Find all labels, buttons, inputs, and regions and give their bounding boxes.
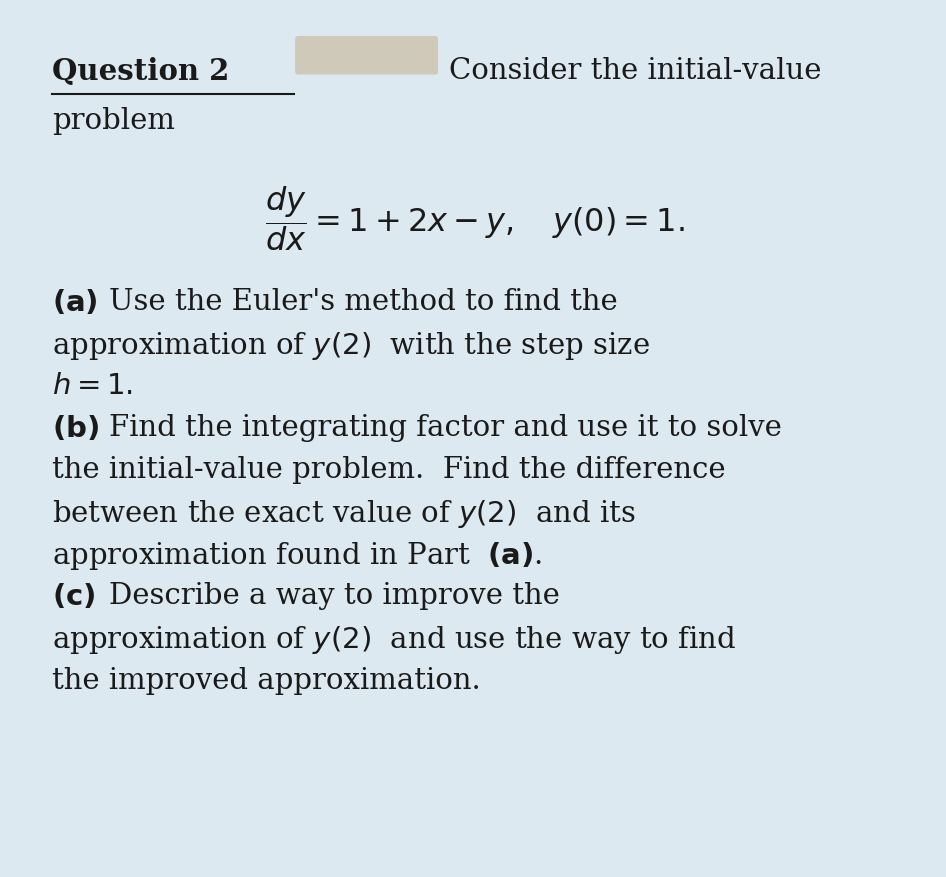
Text: Consider the initial-value: Consider the initial-value — [449, 57, 822, 85]
Text: Question 2: Question 2 — [52, 57, 229, 86]
Text: $\mathbf{(b)}$: $\mathbf{(b)}$ — [52, 414, 99, 443]
Text: the initial-value problem.  Find the difference: the initial-value problem. Find the diff… — [52, 456, 726, 484]
Text: between the exact value of $y(2)$  and its: between the exact value of $y(2)$ and it… — [52, 498, 636, 530]
Text: approximation of $y(2)$  with the step size: approximation of $y(2)$ with the step si… — [52, 330, 650, 361]
Text: Describe a way to improve the: Describe a way to improve the — [109, 582, 560, 610]
Text: the improved approximation.: the improved approximation. — [52, 667, 481, 695]
Text: $h = 1.$: $h = 1.$ — [52, 372, 132, 400]
Text: Find the integrating factor and use it to solve: Find the integrating factor and use it t… — [109, 414, 781, 442]
Text: $\dfrac{dy}{dx} = 1 + 2x - y, \quad y(0) = 1.$: $\dfrac{dy}{dx} = 1 + 2x - y, \quad y(0)… — [265, 184, 685, 253]
Text: Use the Euler's method to find the: Use the Euler's method to find the — [109, 288, 618, 316]
Text: approximation of $y(2)$  and use the way to find: approximation of $y(2)$ and use the way … — [52, 624, 736, 656]
Text: $\mathbf{(c)}$: $\mathbf{(c)}$ — [52, 582, 96, 611]
Text: approximation found in Part  $\mathbf{(a)}$.: approximation found in Part $\mathbf{(a)… — [52, 540, 542, 572]
FancyBboxPatch shape — [295, 36, 438, 75]
Text: problem: problem — [52, 107, 175, 135]
Text: $\mathbf{(a)}$: $\mathbf{(a)}$ — [52, 288, 97, 317]
